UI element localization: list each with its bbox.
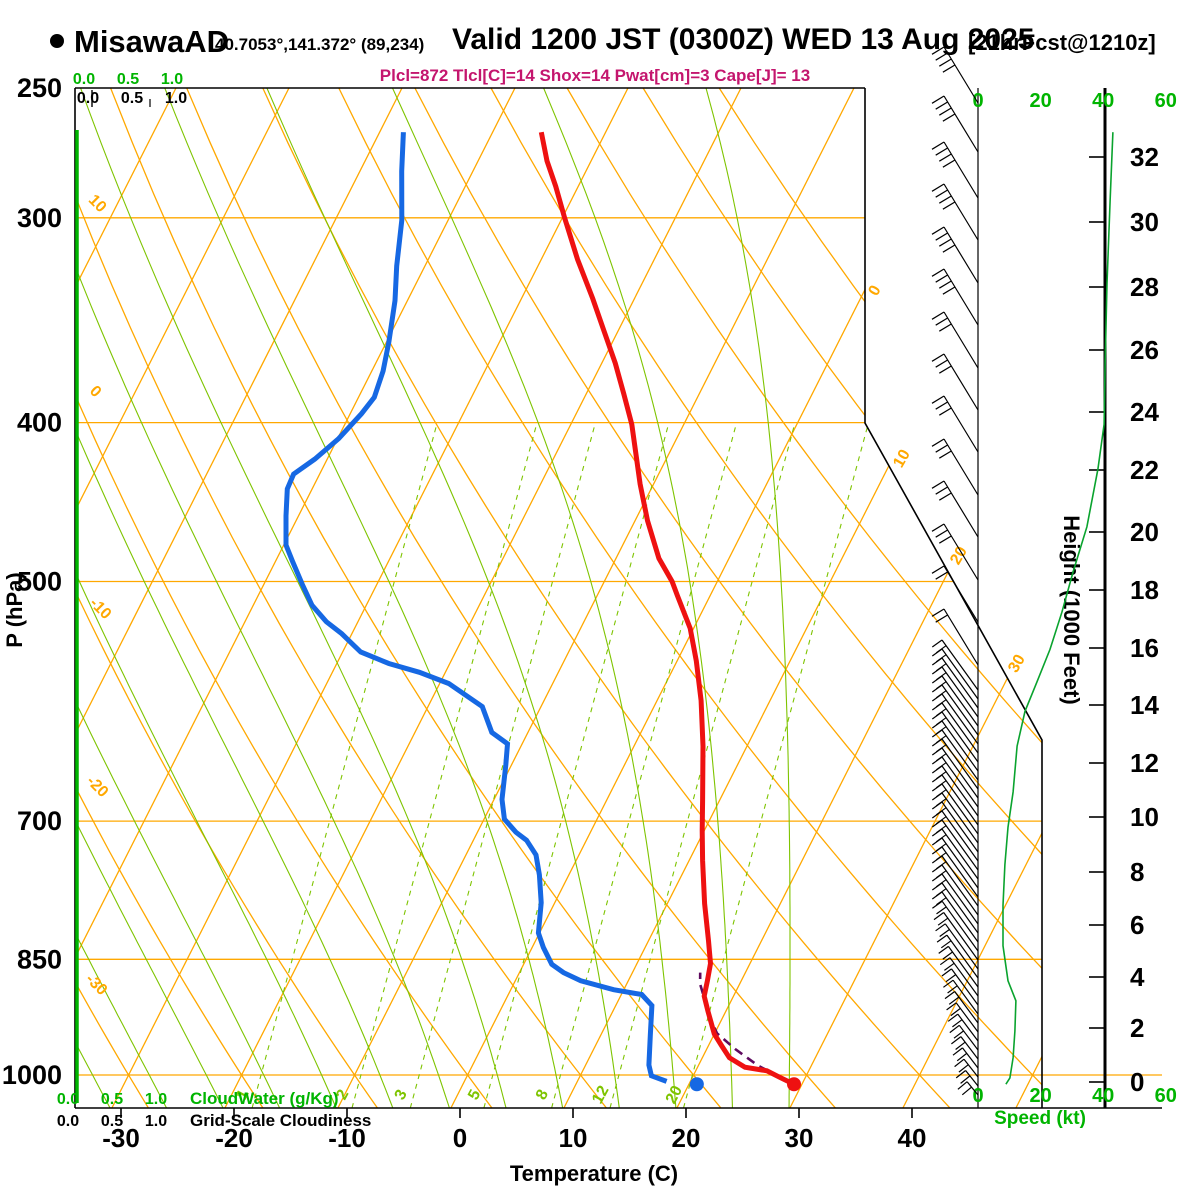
mixing-ratio-label: 20: [663, 1083, 686, 1107]
temperature-tick-label: 0: [453, 1123, 467, 1153]
station-bullet-icon: [50, 34, 64, 48]
adiabat-edge-label: -10: [86, 595, 114, 623]
height-tick-label: 10: [1130, 802, 1159, 832]
isobar-gridlines: [75, 217, 1162, 1076]
height-tick-label: 8: [1130, 857, 1144, 887]
pressure-tick-label: 850: [17, 944, 62, 974]
forecast-hour: [21hrFcst@1210z]: [968, 30, 1156, 55]
parcel-ascent-curve: [698, 972, 795, 1086]
mixing-ratio-label: 12: [589, 1083, 612, 1107]
height-tick-label: 4: [1130, 962, 1145, 992]
adiabat-edge-label: -30: [82, 971, 110, 999]
dry-adiabat-lines: [75, 88, 1042, 1108]
temperature-tick-label: 20: [672, 1123, 701, 1153]
cloudiness-scale-bottom: 1.0: [145, 1113, 167, 1130]
cloudiness-scale-top: 0.0: [77, 90, 99, 107]
height-tick-label: 18: [1130, 575, 1159, 605]
isotherm-edge-label: 30: [1005, 652, 1029, 676]
plot-frame: [74, 87, 1162, 1109]
temperature-tick-label: -10: [328, 1123, 366, 1153]
temperature-tick-label: 30: [785, 1123, 814, 1153]
speed-scale-label-bottom: 40: [1092, 1085, 1114, 1107]
sounding-curves: [283, 131, 1114, 1092]
surface-dewpoint-dot: [689, 1077, 704, 1092]
adiabat-edge-label: 0: [86, 383, 104, 401]
speed-scale-label-top: 40: [1092, 90, 1114, 112]
height-tick-label: 24: [1130, 397, 1159, 427]
station-coords: 40.7053°,141.372° (89,234): [215, 35, 425, 54]
chart-header: MisawaAD 40.7053°,141.372° (89,234) Vali…: [0, 23, 1200, 68]
speed-scale-label-top: 60: [1155, 90, 1177, 112]
height-tick-label: 30: [1130, 207, 1159, 237]
pressure-tick-label: 300: [17, 203, 62, 233]
height-tick-label: 28: [1130, 272, 1159, 302]
isotherm-edge-label: 20: [947, 544, 971, 568]
cloudwater-scale-top: 0.0: [73, 71, 95, 88]
cloudiness-scale-top: 1.0: [165, 90, 187, 107]
height-tick-label: 6: [1130, 910, 1144, 940]
isotherm-lines: [75, 88, 1042, 1108]
cloudiness-scale-top: 0.5: [121, 90, 143, 107]
height-tick-label: 2: [1130, 1013, 1144, 1043]
mixing-ratio-label: 5: [465, 1087, 484, 1103]
speed-scale-label-bottom: 0: [972, 1085, 983, 1107]
temperature-curve: [538, 131, 796, 1087]
pressure-axis-title: P (hPa): [2, 572, 27, 647]
speed-axis-title: Speed (kt): [994, 1108, 1086, 1129]
cloudwater-scale-top: 1.0: [161, 71, 183, 88]
height-tick-label: 12: [1130, 748, 1159, 778]
station-name: MisawaAD: [74, 24, 230, 59]
cloudiness-scale-bottom: 0.0: [57, 1113, 79, 1130]
height-tick-label: 26: [1130, 335, 1159, 365]
speed-scale-label-bottom: 60: [1155, 1085, 1177, 1107]
pressure-tick-label: 400: [17, 408, 62, 438]
cloudiness-scale-bottom: 0.5: [101, 1113, 123, 1130]
temperature-tick-label: -30: [102, 1123, 140, 1153]
surface-temperature-dot: [787, 1077, 802, 1092]
adiabat-edge-label: 10: [85, 192, 110, 217]
stability-parameters: Plcl=872 Tlcl[C]=14 Shox=14 Pwat[cm]=3 C…: [379, 66, 811, 85]
cloudwater-scale-top: 0.5: [117, 71, 139, 88]
isotherm-edge-label: 0: [866, 283, 885, 299]
speed-scale-label-top: 20: [1029, 90, 1051, 112]
temperature-tick-label: -20: [215, 1123, 253, 1153]
speed-scale-label-top: 0: [972, 90, 983, 112]
temperature-tick-label: 40: [898, 1123, 927, 1153]
height-tick-label: 0: [1130, 1067, 1144, 1097]
edge-value-labels: 10 0 -10 -20 -30 0 10 20 30: [82, 192, 1029, 1000]
isotherm-edge-label: 10: [890, 447, 914, 471]
mixing-ratio-label: 8: [533, 1087, 552, 1103]
wind-barbs: [931, 46, 979, 1096]
cloudwater-axis-title: CloudWater (g/Kg): [190, 1089, 339, 1108]
height-tick-label: 14: [1130, 690, 1159, 720]
cloudwater-scale-bottom: 0.0: [57, 1091, 79, 1108]
cloudwater-scale-bottom: 1.0: [145, 1091, 167, 1108]
height-tick-label: 32: [1130, 142, 1159, 172]
height-tick-label: 16: [1130, 633, 1159, 663]
height-tick-label: 20: [1130, 517, 1159, 547]
height-tick-label: 22: [1130, 455, 1159, 485]
adiabat-edge-label: -20: [83, 773, 111, 801]
moist-adiabat-lines: [75, 88, 791, 1108]
pressure-tick-label: 250: [17, 73, 62, 103]
pressure-tick-label: 500: [17, 567, 62, 597]
speed-scale-label-bottom: 20: [1029, 1085, 1051, 1107]
temperature-tick-label: 10: [559, 1123, 588, 1153]
temperature-axis-title: Temperature (C): [510, 1161, 678, 1186]
cloudiness-axis-title: Grid-Scale Cloudiness: [190, 1111, 371, 1130]
pressure-tick-label: 1000: [2, 1060, 62, 1090]
wind-speed-curve: [1002, 132, 1114, 1085]
mixing-ratio-label: 3: [392, 1087, 411, 1103]
cloudwater-scale-bottom: 0.5: [101, 1091, 123, 1108]
dewpoint-curve: [283, 132, 668, 1084]
pressure-tick-label: 700: [17, 806, 62, 836]
